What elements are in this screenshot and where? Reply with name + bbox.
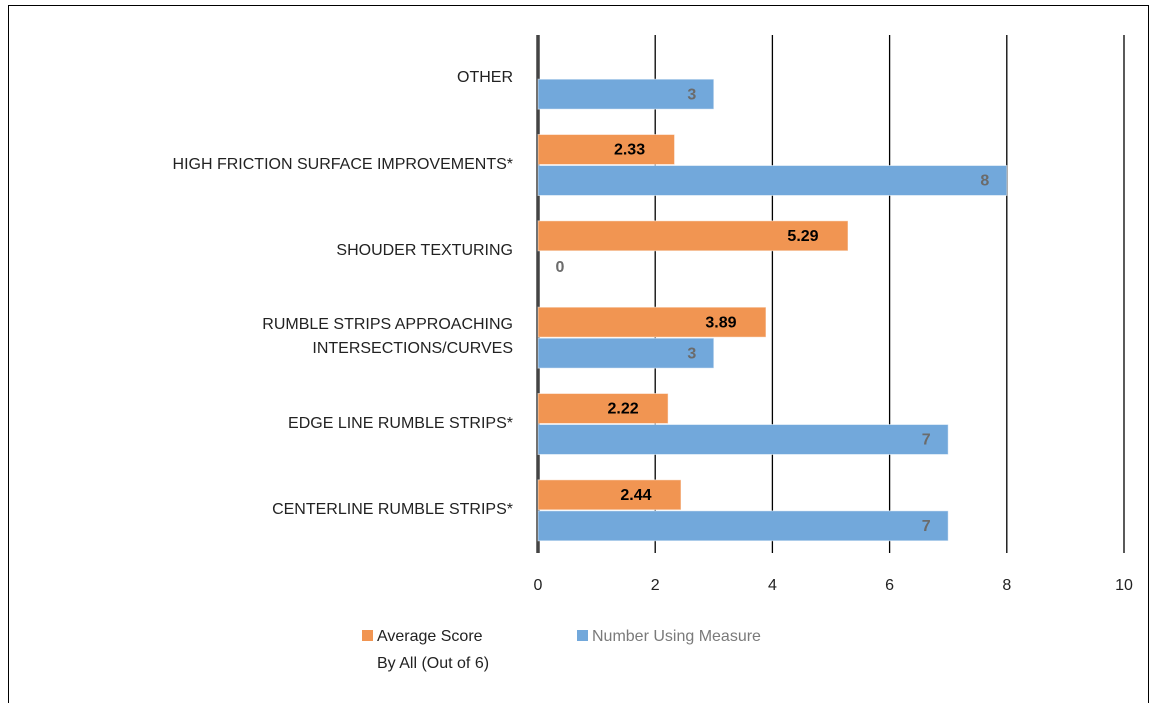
bar xyxy=(537,165,1008,196)
bar xyxy=(537,78,715,110)
x-tick-label: 2 xyxy=(651,577,660,594)
bar xyxy=(537,393,669,424)
data-label: 3 xyxy=(687,345,696,362)
legend-label: Average Score By All (Out of 6) xyxy=(377,628,490,672)
data-label: 0 xyxy=(556,259,565,276)
data-label: 7 xyxy=(922,432,931,449)
legend-swatch xyxy=(362,630,373,641)
x-tick-label: 4 xyxy=(768,577,777,594)
data-label: 8 xyxy=(980,173,989,190)
x-tick-label: 0 xyxy=(534,577,543,594)
bar xyxy=(537,510,949,542)
category-label: EDGE LINE RUMBLE STRIPS* xyxy=(288,414,513,432)
data-label: 3 xyxy=(687,86,696,103)
legend-item: Number Using Measure xyxy=(577,623,761,650)
legend-item: Average Score By All (Out of 6) xyxy=(362,623,489,677)
data-label: 2.22 xyxy=(608,401,639,418)
legend-swatch xyxy=(577,630,588,641)
data-label: 3.89 xyxy=(705,314,736,331)
frame xyxy=(8,5,1149,703)
data-label: 2.44 xyxy=(620,487,651,504)
category-label: CENTERLINE RUMBLE STRIPS* xyxy=(272,500,513,518)
x-tick-label: 6 xyxy=(885,577,894,594)
category-label: HIGH FRICTION SURFACE IMPROVEMENTS* xyxy=(172,155,513,173)
bar xyxy=(537,337,715,369)
x-tick-label: 10 xyxy=(1115,577,1133,594)
bar xyxy=(537,134,676,165)
category-label: RUMBLE STRIPS APPROACHING INTERSECTIONS/… xyxy=(262,316,513,358)
data-label: 2.33 xyxy=(614,142,645,159)
bar xyxy=(537,306,767,338)
bar xyxy=(537,424,949,455)
bar xyxy=(537,479,682,511)
x-tick-label: 8 xyxy=(1002,577,1011,594)
legend-label: Number Using Measure xyxy=(592,628,761,645)
category-label: SHOUDER TEXTURING xyxy=(336,241,513,259)
bar xyxy=(537,220,849,252)
category-label: OTHER xyxy=(457,69,513,87)
data-label: 5.29 xyxy=(787,228,818,245)
data-label: 7 xyxy=(922,518,931,535)
